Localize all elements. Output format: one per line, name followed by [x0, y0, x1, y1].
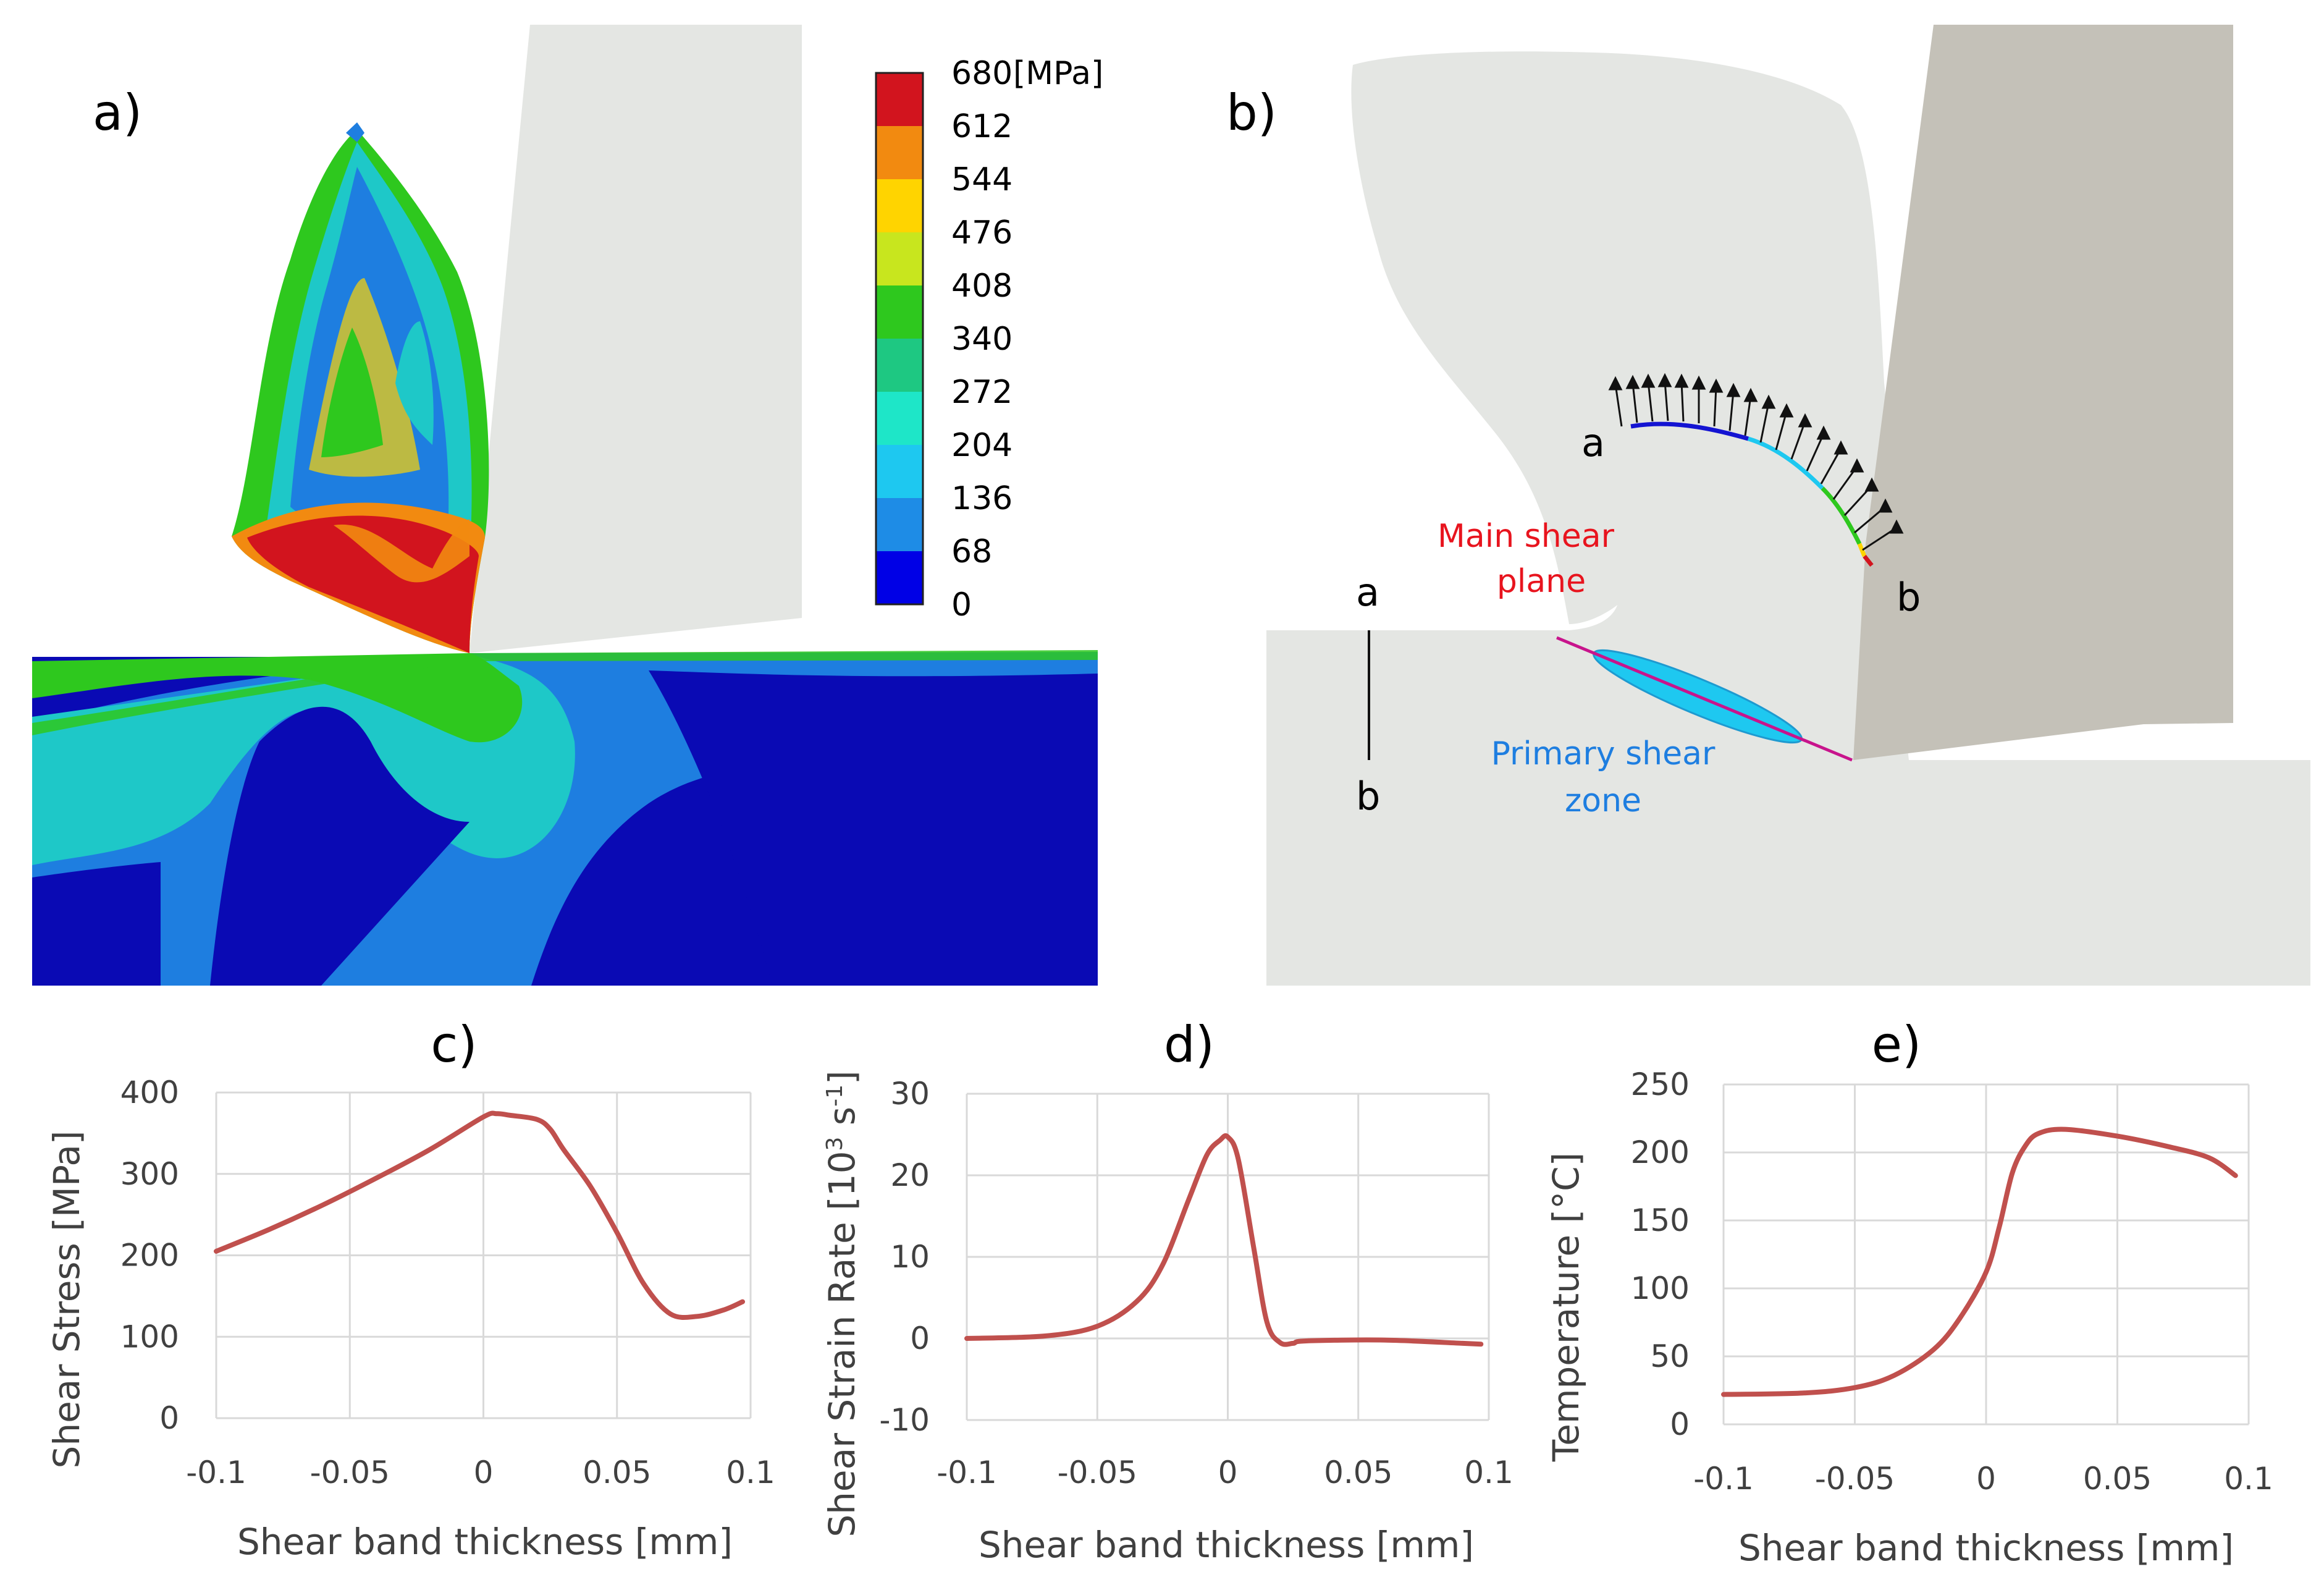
colorbar-tick: 680 [951, 55, 1013, 92]
colorbar-swatch [876, 73, 923, 126]
panel-label-a: a) [93, 84, 142, 142]
section-label-start: a [1356, 570, 1379, 615]
y-tick-label: 30 [890, 1076, 930, 1112]
main-shear-plane-label: plane [1497, 563, 1586, 600]
x-tick-label: -0.05 [1815, 1461, 1895, 1497]
y-tick-label: 50 [1650, 1338, 1690, 1374]
primary-shear-zone-label: zone [1565, 782, 1641, 819]
chart-ylabel: Shear Strain Rate [103 s-1] [821, 1070, 863, 1537]
colorbar-tick: 340 [951, 321, 1013, 358]
x-tick-label: 0.1 [2224, 1461, 2273, 1497]
colorbar: 680 [MPa] 612 544 476 408 340 272 204 13… [875, 55, 1103, 623]
main-shear-plane-label: Main shear [1438, 518, 1615, 555]
chart-e: -0.1 -0.05 0 0.05 0.1 0 50 100 150 200 250 e) Shea… [1545, 1016, 2273, 1569]
colorbar-swatch [876, 392, 923, 445]
chart-ylabel: Temperature [°C] [1545, 1152, 1587, 1463]
x-tick-label: 0 [474, 1455, 494, 1490]
x-tick-label: -0.05 [1058, 1455, 1137, 1490]
x-tick-label: 0.05 [583, 1455, 651, 1490]
colorbar-swatch [876, 498, 923, 551]
panel-a: 680 [MPa] 612 544 476 408 340 272 204 13… [32, 25, 1103, 986]
x-tick-label: -0.05 [310, 1455, 390, 1490]
colorbar-tick: 272 [951, 374, 1013, 411]
panel-b: a b a b Main shear plane Primary shear z… [1226, 25, 2310, 986]
chart-ylabel-sup: 3 [822, 1137, 848, 1151]
x-tick-label: -0.1 [937, 1455, 997, 1490]
y-tick-label: 10 [890, 1239, 930, 1275]
colorbar-swatch [876, 445, 923, 498]
x-tick-label: 0.05 [2083, 1461, 2152, 1497]
panel-b-tool [1853, 25, 2233, 760]
y-tick-label: -10 [879, 1402, 930, 1438]
y-tick-label: 200 [1631, 1135, 1690, 1170]
chart-title: e) [1872, 1016, 1921, 1073]
colorbar-swatch [876, 551, 923, 604]
panel-label-b: b) [1226, 84, 1277, 142]
series-line [214, 1110, 746, 1321]
path-label-start: a [1581, 420, 1605, 465]
colorbar-swatch [876, 285, 923, 339]
x-tick-label: 0.1 [1464, 1455, 1514, 1490]
chart-title: c) [431, 1016, 477, 1073]
section-label-end: b [1356, 774, 1380, 819]
path-label-end: b [1897, 575, 1921, 620]
y-tick-label: 200 [120, 1238, 179, 1274]
colorbar-tick: 612 [951, 108, 1013, 145]
y-tick-label: 100 [120, 1319, 179, 1355]
chart-ylabel-sup: -1 [822, 1084, 848, 1107]
y-tick-label: 150 [1631, 1202, 1690, 1238]
panel-a-tool [469, 25, 802, 653]
y-tick-label: 0 [159, 1400, 179, 1436]
colorbar-unit: [MPa] [1013, 55, 1103, 92]
y-tick-label: 400 [120, 1075, 179, 1110]
colorbar-tick: 408 [951, 268, 1013, 305]
chart-ylabel-part: ] [821, 1070, 863, 1084]
chart-xlabel: Shear band thickness [mm] [979, 1524, 1474, 1566]
y-tick-label: 20 [890, 1157, 930, 1193]
x-tick-label: 0 [1976, 1461, 1996, 1497]
series-line [964, 1133, 1484, 1347]
x-tick-label: 0.1 [726, 1455, 775, 1490]
colorbar-tick: 68 [951, 533, 992, 570]
x-tick-label: -0.1 [1693, 1461, 1754, 1497]
colorbar-tick: 204 [951, 427, 1013, 464]
colorbar-swatch [876, 179, 923, 232]
primary-shear-zone-label: Primary shear [1491, 735, 1716, 772]
y-tick-label: 0 [1670, 1406, 1690, 1442]
chart-xlabel: Shear band thickness [mm] [1738, 1527, 2234, 1569]
colorbar-tick: 476 [951, 214, 1013, 251]
panel-b-chip [1351, 51, 1886, 625]
chart-ylabel-part: Shear Strain Rate [10 [821, 1151, 863, 1537]
chart-d: -0.1 -0.05 0 0.05 0.1 -10 0 10 20 30 d) Shear ban… [821, 1016, 1514, 1566]
colorbar-swatch [876, 232, 923, 285]
series-line [1721, 1126, 2238, 1397]
x-tick-label: 0 [1218, 1455, 1238, 1490]
colorbar-swatch [876, 339, 923, 392]
panel-b-workpiece [1266, 341, 2310, 986]
chart-ylabel: Shear Stress [MPa] [46, 1131, 88, 1469]
y-tick-label: 300 [120, 1156, 179, 1192]
y-tick-label: 250 [1631, 1067, 1690, 1102]
colorbar-swatch [876, 126, 923, 179]
y-tick-label: 100 [1631, 1270, 1690, 1306]
y-tick-label: 0 [910, 1321, 930, 1356]
chart-title: d) [1164, 1016, 1215, 1073]
colorbar-tick: 544 [951, 161, 1013, 198]
x-tick-label: 0.05 [1324, 1455, 1392, 1490]
x-tick-label: -0.1 [186, 1455, 246, 1490]
chart-xlabel: Shear band thickness [mm] [237, 1521, 733, 1563]
chart-c: -0.1 -0.05 0 0.05 0.1 0 100 200 300 400 c) Shear … [46, 1016, 775, 1563]
colorbar-tick: 136 [951, 480, 1013, 517]
chart-ylabel-part: s [821, 1107, 863, 1137]
colorbar-tick: 0 [951, 586, 972, 623]
traction-arrows [1608, 373, 1904, 551]
main-shear-plane-line [1556, 636, 1853, 762]
